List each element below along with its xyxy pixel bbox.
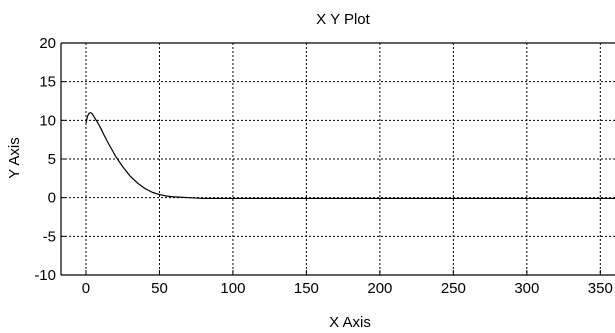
y-tick-label: -5 [43,228,56,245]
y-axis-label: Y Axis [6,137,23,178]
x-tick-label: 250 [441,280,466,297]
y-tick-label: 5 [48,151,56,168]
x-tick-label: 150 [294,280,319,297]
y-tick-label: 0 [48,190,56,207]
y-tick-label: -10 [34,267,56,284]
axis-ticks: 0 50 100 150 200 250 300 350 -10 -5 0 5 10 15 20 [34,35,613,297]
x-tick-label: 300 [514,280,539,297]
series-lines [85,111,615,200]
x-axis-label: X Axis [329,314,371,331]
x-tick-label: 350 [588,280,613,297]
grid-lines [61,42,615,276]
chart-title: X Y Plot [316,11,370,28]
y-tick-label: 10 [39,112,56,129]
y-tick-label: 20 [39,35,56,52]
x-tick-label: 100 [220,280,245,297]
x-tick-label: 50 [151,280,168,297]
series-line-0 [85,111,615,200]
x-tick-label: 0 [82,280,90,297]
x-tick-label: 200 [367,280,392,297]
y-tick-label: 15 [39,74,56,91]
